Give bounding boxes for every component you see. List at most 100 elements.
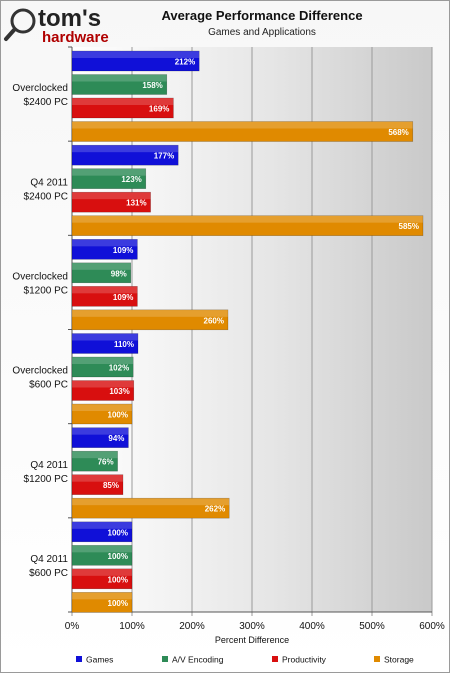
legend-label: A/V Encoding — [172, 655, 224, 665]
bar-storage — [71, 309, 229, 331]
bar-highlight — [72, 427, 129, 435]
legend-swatch — [162, 656, 168, 662]
x-tick-label: 100% — [119, 621, 145, 632]
legend-label: Games — [86, 655, 113, 665]
bar-value-label: 100% — [108, 528, 128, 537]
bar-storage — [71, 497, 230, 519]
bar-a-v-encoding — [71, 450, 118, 472]
chart-subtitle: Games and Applications — [208, 27, 316, 38]
bar-a-v-encoding — [71, 74, 168, 95]
bar-storage — [71, 215, 424, 236]
bar-value-label: 100% — [108, 575, 128, 584]
bar-productivity — [71, 474, 124, 495]
category-labels: Overclocked $2400 PC Q4 2011 $2400 PC Overcl… — [12, 83, 68, 579]
bar-highlight — [72, 568, 132, 576]
category-label: $600 PC — [29, 380, 68, 391]
x-axis-ticks: 0% 100% 200% 300% 400% 500% 600% — [65, 621, 445, 632]
bar-games — [71, 144, 179, 166]
bar-highlight — [72, 474, 123, 482]
bar-value-label: 177% — [154, 152, 174, 161]
bar-value-label: 169% — [149, 105, 169, 114]
x-tick-label: 300% — [239, 621, 265, 632]
bar-a-v-encoding — [71, 262, 132, 284]
bar-highlight — [72, 592, 132, 600]
bar-highlight — [72, 333, 138, 341]
bar-value-label: 260% — [204, 316, 224, 325]
bar-highlight — [72, 145, 179, 153]
bar-value-label: 85% — [103, 481, 119, 490]
bar-highlight — [72, 498, 230, 506]
bar-a-v-encoding — [71, 545, 133, 566]
category-label: $600 PC — [29, 568, 68, 579]
bar-value-label: 100% — [108, 599, 128, 608]
legend-label: Storage — [384, 655, 414, 665]
site-logo: tom's hardware — [4, 5, 109, 46]
logo-sub: hardware — [42, 29, 109, 46]
bar-games — [71, 333, 139, 354]
bar-value-label: 100% — [108, 411, 128, 420]
bar-value-label: 131% — [126, 199, 146, 208]
bar-value-label: 262% — [205, 505, 225, 514]
bar-value-label: 98% — [111, 269, 127, 278]
category-label: Q4 2011 — [30, 554, 68, 565]
bar-highlight — [72, 262, 131, 270]
magnifier-icon — [10, 8, 36, 34]
bars: 212% 158% 169% 568% 177% 123% 131% 585% 109% 98% 1… — [71, 50, 424, 613]
bar-highlight — [72, 192, 151, 200]
bar-storage — [71, 592, 133, 613]
bar-highlight — [72, 74, 167, 82]
bar-games — [71, 50, 200, 72]
bar-highlight — [72, 215, 423, 223]
category-label: $2400 PC — [24, 191, 68, 202]
category-label: Overclocked — [12, 366, 68, 377]
bar-productivity — [71, 380, 135, 401]
bar-value-label: 94% — [108, 434, 124, 443]
bar-productivity — [71, 568, 133, 590]
category-label: Q4 2011 — [30, 460, 68, 471]
category-label: $1200 PC — [24, 285, 68, 296]
bar-games — [71, 239, 138, 260]
legend-swatch — [272, 656, 278, 662]
x-tick-label: 200% — [179, 621, 205, 632]
bar-highlight — [72, 239, 138, 247]
x-tick-label: 500% — [359, 621, 385, 632]
bar-highlight — [72, 121, 413, 129]
bar-value-label: 158% — [142, 81, 162, 90]
bar-highlight — [72, 51, 200, 58]
category-label: $2400 PC — [24, 97, 68, 108]
x-tick-label: 400% — [299, 621, 325, 632]
bar-a-v-encoding — [71, 356, 134, 378]
bar-games — [71, 521, 133, 543]
bar-value-label: 100% — [108, 552, 128, 561]
bar-value-label: 102% — [109, 364, 129, 373]
bar-value-label: 109% — [113, 293, 133, 302]
bar-highlight — [72, 168, 146, 176]
bar-value-label: 103% — [109, 387, 129, 396]
x-tick-label: 0% — [65, 621, 80, 632]
logo-brand: tom's — [38, 5, 101, 32]
legend: Games A/V Encoding Productivity Storage — [76, 655, 414, 665]
category-label: Q4 2011 — [30, 177, 68, 188]
bar-value-label: 585% — [399, 222, 419, 231]
bar-value-label: 123% — [121, 175, 141, 184]
bar-value-label: 110% — [114, 340, 134, 349]
bar-value-label: 109% — [113, 246, 133, 255]
bar-value-label: 568% — [388, 128, 408, 137]
bar-productivity — [71, 191, 151, 213]
legend-label: Productivity — [282, 655, 327, 665]
bar-highlight — [72, 380, 134, 388]
legend-swatch — [374, 656, 380, 662]
bar-storage — [71, 403, 133, 425]
category-label: $1200 PC — [24, 474, 68, 485]
bar-highlight — [72, 404, 132, 411]
category-label: Overclocked — [12, 271, 68, 282]
bar-highlight — [72, 357, 134, 364]
x-axis-label: Percent Difference — [215, 635, 289, 645]
bar-highlight — [72, 451, 118, 459]
bar-highlight — [72, 521, 132, 529]
chart-title: Average Performance Difference — [161, 8, 362, 23]
bar-value-label: 212% — [175, 58, 195, 67]
bar-storage — [71, 121, 414, 142]
